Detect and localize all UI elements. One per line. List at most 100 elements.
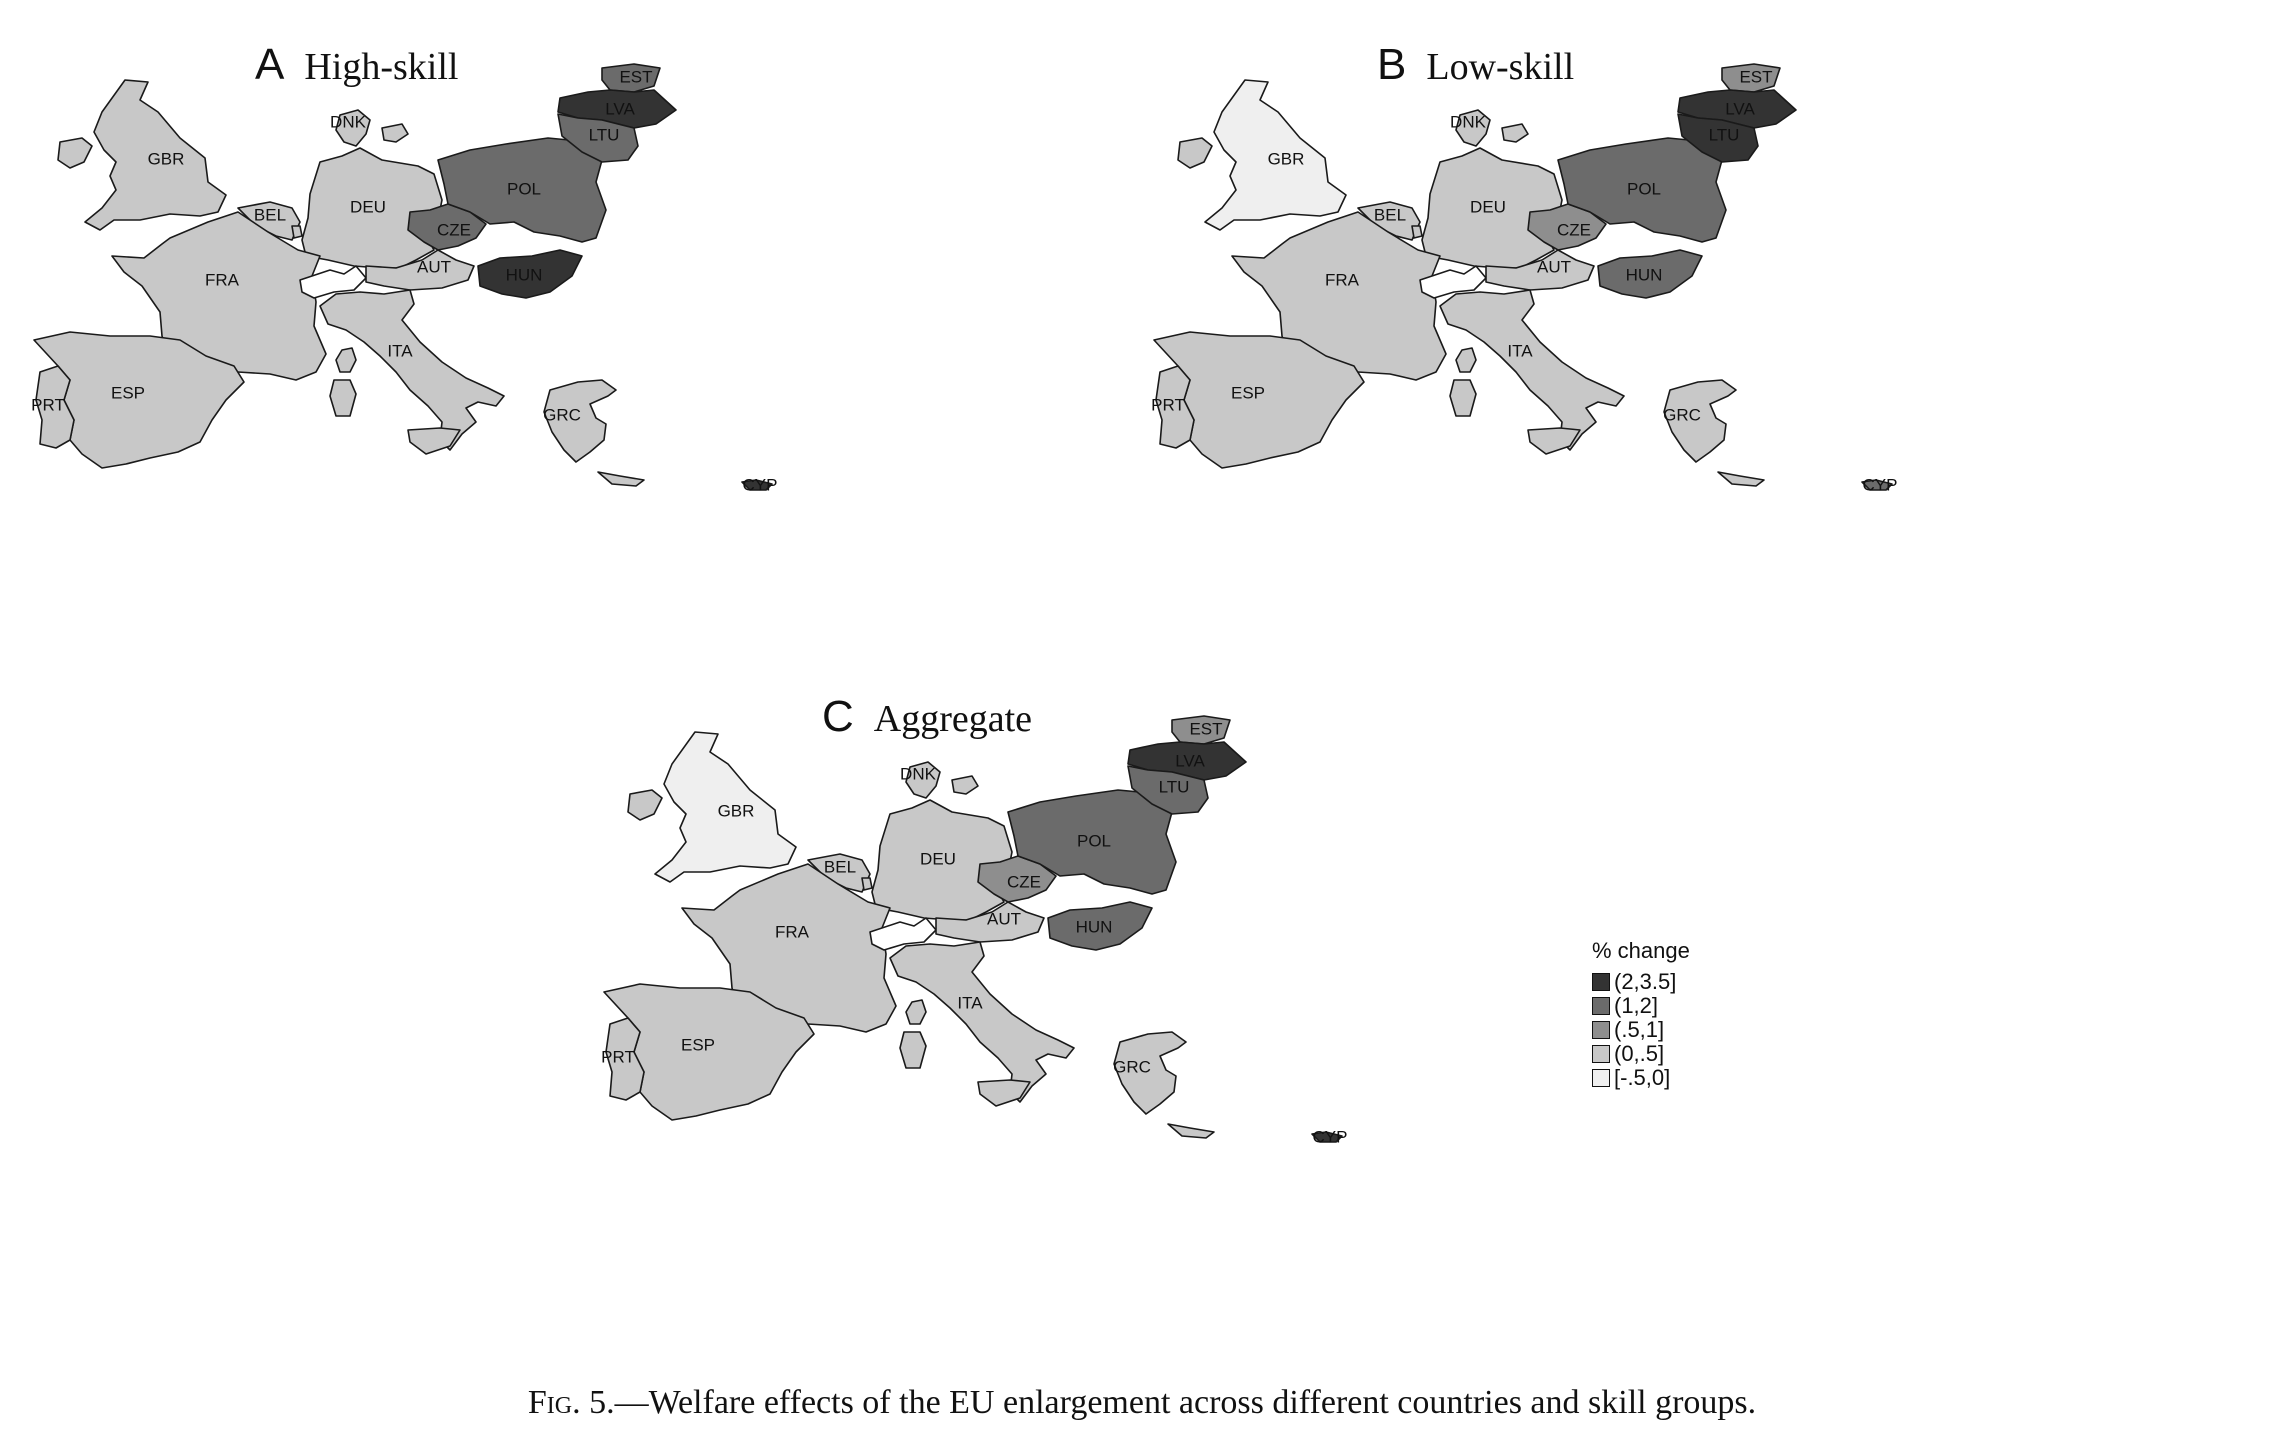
- country-shape-sar: [905, 999, 927, 1025]
- country-shape-gbr: [1204, 79, 1347, 231]
- country-label-deu: DEU: [920, 849, 956, 868]
- panel-letter: C: [822, 692, 854, 741]
- country-label-grc: GRC: [543, 405, 581, 424]
- country-shape-pol: [437, 137, 607, 243]
- legend-label: (1,2]: [1614, 993, 1659, 1018]
- country-shape-cre: [1167, 1123, 1215, 1139]
- country-shape-dnk: [335, 109, 371, 147]
- country-shape-cze: [977, 855, 1057, 903]
- country-label-gbr: GBR: [718, 801, 755, 820]
- legend-swatch: [1592, 997, 1610, 1015]
- country-shape-dnk: [1455, 109, 1491, 147]
- country-shape-cyp: [1861, 479, 1893, 491]
- country-shape-hun: [477, 249, 583, 299]
- legend-swatch: [1592, 973, 1610, 991]
- figure-label: Fig. 5.: [527, 1384, 615, 1421]
- caption-text: —Welfare effects of the EU enlargement a…: [614, 1384, 1757, 1421]
- panel-title-text: Aggregate: [873, 698, 1033, 740]
- country-shape-lux: [861, 877, 873, 891]
- country-shape-est: [601, 63, 661, 93]
- legend-swatch: [1592, 1045, 1610, 1063]
- figure-caption: Fig. 5.—Welfare effects of the EU enlarg…: [0, 1384, 2284, 1422]
- country-shape-ita: [319, 289, 505, 451]
- panel-letter: A: [255, 40, 285, 89]
- map-panel-b: GBR DNK DEU BEL FRA ESP PRT ITA AUT GRC EST LVA LTU P…: [1151, 63, 1898, 494]
- country-shape-cre: [597, 471, 645, 487]
- legend-label: (2,3.5]: [1614, 969, 1677, 994]
- country-label-est: EST: [1189, 719, 1222, 738]
- country-shape-hun: [1597, 249, 1703, 299]
- legend-label: (.5,1]: [1614, 1017, 1665, 1042]
- country-shape-sar: [335, 347, 357, 373]
- country-shape-grc: [1663, 379, 1737, 463]
- country-shape-gbr: [654, 731, 797, 883]
- country-label-cze: CZE: [437, 220, 471, 239]
- country-label-cze: CZE: [1007, 872, 1041, 891]
- country-shape-ltu: [557, 113, 639, 163]
- country-label-grc: GRC: [1663, 405, 1701, 424]
- legend-swatch: [1592, 1069, 1610, 1087]
- panel-title-a: A High-skill: [255, 40, 458, 90]
- country-label-pol: POL: [507, 179, 541, 198]
- country-label-fra: FRA: [205, 270, 240, 289]
- country-shape-sic: [977, 1079, 1031, 1107]
- country-label-esp: ESP: [111, 383, 145, 402]
- country-shape-est: [1171, 715, 1231, 745]
- legend-title: % change: [1592, 938, 1690, 963]
- country-label-hun: HUN: [506, 265, 543, 284]
- country-shape-lux: [1411, 225, 1423, 239]
- country-shape-sar2: [1449, 379, 1477, 417]
- country-shape-cze: [1527, 203, 1607, 251]
- map-group: GBR DNK DEU BEL FRA ESP PRT ITA AUT GRC EST LVA LTU P…: [601, 715, 1348, 1146]
- country-shape-est: [1721, 63, 1781, 93]
- country-label-lva: LVA: [605, 99, 635, 118]
- country-label-est: EST: [619, 67, 652, 86]
- country-shape-cre: [1717, 471, 1765, 487]
- country-shape-dki: [381, 123, 409, 143]
- panel-title-text: Low-skill: [1426, 46, 1575, 88]
- country-shape-pol: [1007, 789, 1177, 895]
- country-label-prt: PRT: [31, 395, 65, 414]
- country-label-gbr: GBR: [1268, 149, 1305, 168]
- panel-letter: B: [1377, 40, 1407, 89]
- legend-item: (0,.5]: [1592, 1041, 1690, 1066]
- country-label-bel: BEL: [1374, 205, 1406, 224]
- country-shape-ltu: [1677, 113, 1759, 163]
- legend-label: (0,.5]: [1614, 1041, 1665, 1066]
- country-shape-prt: [1155, 365, 1195, 449]
- country-shape-che: [1419, 265, 1487, 299]
- country-shape-ita: [889, 941, 1075, 1103]
- panel-title-b: B Low-skill: [1377, 40, 1574, 90]
- legend-item: (.5,1]: [1592, 1017, 1690, 1042]
- country-shape-sic: [1527, 427, 1581, 455]
- country-label-fra: FRA: [775, 922, 810, 941]
- legend-label: [-.5,0]: [1614, 1065, 1671, 1090]
- country-label-grc: GRC: [1113, 1057, 1151, 1076]
- country-label-esp: ESP: [1231, 383, 1265, 402]
- country-shape-prt: [35, 365, 75, 449]
- country-shape-ltu: [1127, 765, 1209, 815]
- country-label-fra: FRA: [1325, 270, 1360, 289]
- country-label-dnk: DNK: [1450, 112, 1487, 131]
- country-label-ita: ITA: [1507, 341, 1533, 360]
- legend-item: (2,3.5]: [1592, 969, 1690, 994]
- map-group: GBR DNK DEU BEL FRA ESP PRT ITA AUT GRC EST LVA LTU P…: [1151, 63, 1898, 494]
- country-label-hun: HUN: [1626, 265, 1663, 284]
- country-shape-irl: [57, 137, 93, 169]
- country-shape-aut: [935, 901, 1045, 943]
- country-label-ltu: LTU: [1709, 125, 1740, 144]
- country-shape-deu: [1421, 147, 1563, 269]
- country-shape-aut: [1485, 249, 1595, 291]
- country-label-ltu: LTU: [1159, 777, 1190, 796]
- country-label-pol: POL: [1077, 831, 1111, 850]
- country-label-ita: ITA: [957, 993, 983, 1012]
- country-label-dnk: DNK: [330, 112, 367, 131]
- country-shape-cze: [407, 203, 487, 251]
- country-shape-sar: [1455, 347, 1477, 373]
- country-label-cyp: CYP: [1863, 475, 1898, 494]
- country-label-cyp: CYP: [1313, 1127, 1348, 1146]
- country-label-esp: ESP: [681, 1035, 715, 1054]
- country-shape-pol: [1557, 137, 1727, 243]
- country-shape-grc: [1113, 1031, 1187, 1115]
- country-label-deu: DEU: [1470, 197, 1506, 216]
